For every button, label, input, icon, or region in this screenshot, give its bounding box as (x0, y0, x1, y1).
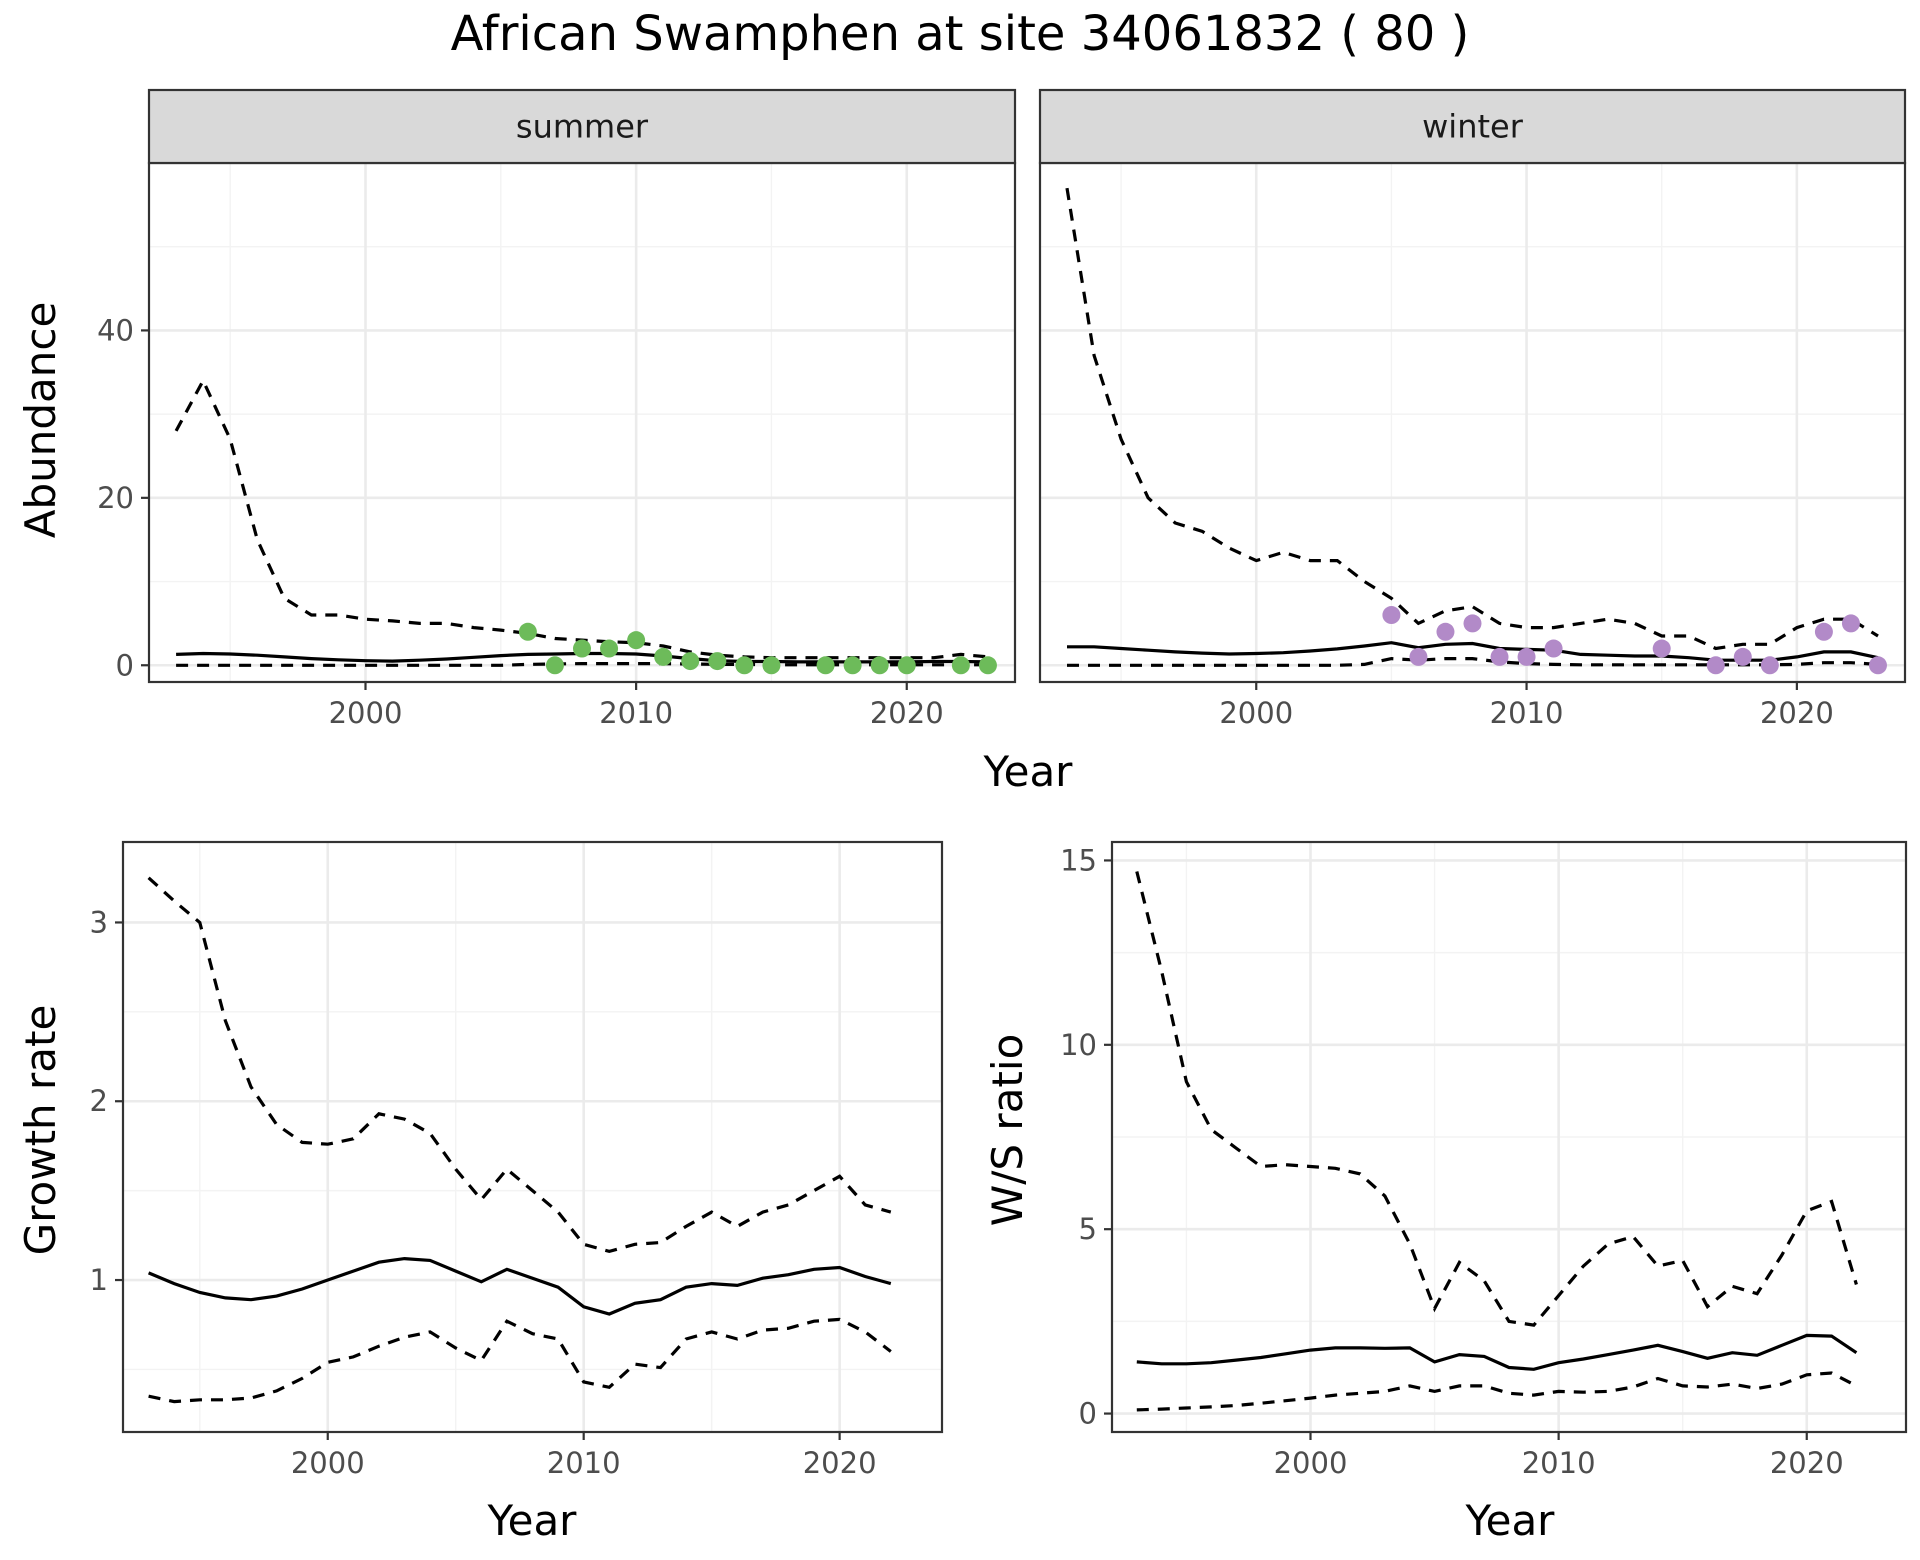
fitted-trend-line (147, 1256, 892, 1316)
x-tick-label: 2000 (1219, 696, 1293, 730)
abundance-y-axis-title: Abundance (16, 302, 65, 539)
x-tick-label: 2020 (870, 696, 944, 730)
lower-ci-line (1136, 1371, 1858, 1412)
observed-count-point (518, 622, 537, 641)
ws-x-axis-title: Year (1465, 1496, 1556, 1545)
observed-count-point (897, 656, 916, 675)
x-tick-label: 2010 (599, 696, 673, 730)
abundance-x-axis-title: Year (983, 747, 1074, 796)
observed-count-point (1760, 656, 1779, 675)
panel-abundance-summer: 2000 2010 2020 0 20 40 summer (97, 88, 1017, 730)
observed-count-point (1517, 647, 1536, 666)
observed-count-point (1490, 647, 1509, 666)
observed-count-point (708, 652, 727, 671)
observed-count-point (843, 656, 862, 675)
observed-count-point (951, 656, 970, 675)
observed-count-point (627, 631, 646, 650)
growth-y-axis-title: Growth rate (16, 1005, 65, 1256)
x-tick-label: 2020 (803, 1446, 877, 1480)
y-tick-label: 5 (1079, 1212, 1097, 1246)
observed-count-point (573, 639, 591, 658)
x-tick-label: 2010 (547, 1446, 621, 1480)
y-tick-label: 15 (1060, 843, 1097, 877)
x-tick-label: 2000 (329, 696, 403, 730)
observed-count-point (1409, 647, 1428, 666)
observed-count-point (1706, 656, 1725, 675)
observed-count-point (1814, 622, 1833, 641)
y-tick-label: 1 (90, 1263, 108, 1297)
panel-border (147, 161, 1017, 684)
panel-ws-ratio: 2000 2010 2020 0 5 10 15 (1060, 840, 1908, 1480)
observed-count-point (545, 656, 564, 675)
observed-count-point (600, 639, 619, 658)
facet-strip-label: winter (1422, 108, 1524, 146)
y-tick-label: 20 (97, 481, 134, 515)
observed-count-point (870, 656, 889, 675)
upper-ci-line (1065, 187, 1879, 651)
facet-strip (1038, 88, 1907, 165)
observed-count-point (1463, 614, 1482, 633)
panel-border (1110, 840, 1908, 1434)
observed-count-point (816, 656, 835, 675)
facet-strip-label: summer (516, 108, 649, 146)
panel-border (1038, 161, 1907, 684)
y-tick-label: 0 (116, 648, 134, 682)
observed-count-point (1382, 606, 1401, 625)
panel-abundance-winter: 2000 2010 2020 winter (1038, 88, 1907, 730)
x-tick-label: 2000 (1274, 1446, 1348, 1480)
x-tick-label: 2000 (291, 1446, 365, 1480)
observed-count-point (1436, 622, 1455, 641)
observed-count-point (735, 656, 754, 675)
x-tick-label: 2010 (1490, 696, 1564, 730)
upper-ci-line (147, 876, 892, 1254)
y-tick-label: 2 (90, 1084, 108, 1118)
panel-border (121, 840, 944, 1434)
observed-count-point (1868, 656, 1887, 675)
lower-ci-line (148, 1317, 892, 1404)
observed-count-point (681, 652, 700, 671)
y-tick-label: 0 (1079, 1397, 1097, 1431)
observed-count-point (654, 647, 673, 666)
y-tick-label: 3 (90, 905, 108, 939)
observed-count-point (762, 656, 781, 675)
plot-title: African Swamphen at site 34061832 ( 80 ) (451, 6, 1470, 62)
y-tick-label: 40 (97, 313, 134, 347)
x-tick-label: 2020 (1770, 1446, 1844, 1480)
upper-ci-line (174, 377, 989, 660)
x-tick-label: 2010 (1522, 1446, 1596, 1480)
observed-count-point (1841, 614, 1860, 633)
growth-x-axis-title: Year (487, 1496, 578, 1545)
observed-count-point (1733, 647, 1752, 666)
x-tick-label: 2020 (1760, 696, 1834, 730)
facet-strip (147, 88, 1017, 165)
observed-count-point (1652, 639, 1671, 658)
upper-ci-line (1135, 871, 1858, 1327)
ws-y-axis-title: W/S ratio (983, 1034, 1032, 1227)
y-tick-label: 10 (1060, 1028, 1097, 1062)
observed-count-point (1544, 639, 1563, 658)
panel-growth-rate: 2000 2010 2020 1 2 3 (90, 840, 944, 1480)
fitted-trend-line (1136, 1333, 1858, 1371)
observed-count-point (978, 656, 997, 675)
